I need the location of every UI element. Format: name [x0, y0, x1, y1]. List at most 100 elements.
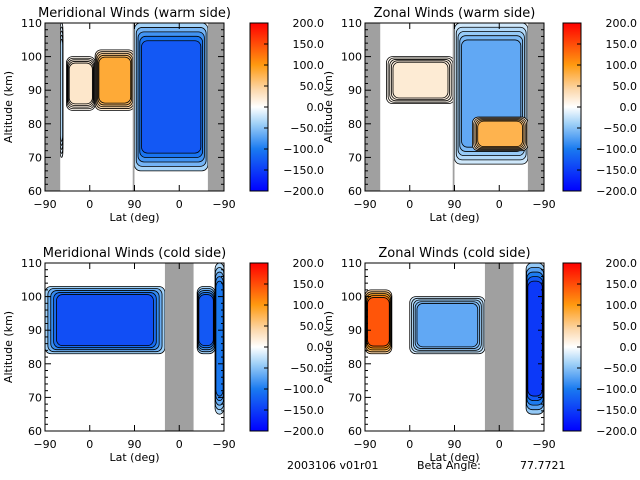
- y-tick-label: 80: [348, 358, 362, 371]
- no-data-band: [164, 263, 194, 431]
- colorbar-tick-label: 100.0: [293, 59, 325, 72]
- colorbar-tick-label: 50.0: [300, 320, 325, 333]
- no-data-band: [45, 23, 61, 191]
- y-axis-label: Altitude (km): [2, 71, 15, 143]
- contour-region: [68, 62, 93, 105]
- x-tick-label: 0: [86, 438, 93, 451]
- colorbar-tick-label: 100.0: [606, 299, 638, 312]
- y-tick-label: 110: [21, 257, 42, 270]
- colorbar-tick-label: −200.0: [283, 425, 324, 438]
- colorbar-tick-label: 0.0: [620, 101, 638, 114]
- colorbar-tick-label: 200.0: [606, 257, 638, 270]
- x-tick-label: −90: [353, 438, 376, 451]
- x-tick-label: 0: [86, 198, 93, 211]
- x-tick-label: 90: [448, 438, 462, 451]
- no-data-band: [452, 23, 455, 191]
- panel-title: Zonal Winds (warm side): [374, 6, 536, 21]
- colorbar-tick-label: 200.0: [293, 17, 325, 30]
- y-tick-label: 70: [28, 391, 42, 404]
- y-tick-label: 90: [28, 84, 42, 97]
- colorbar-tick-label: −50.0: [603, 122, 637, 135]
- contour-region: [367, 297, 390, 347]
- panel-2: Zonal Winds (warm side) 60 70 80 90 100 110 −90…: [322, 6, 637, 224]
- y-tick-label: 110: [341, 17, 362, 30]
- y-tick-label: 70: [28, 151, 42, 164]
- no-data-band: [484, 263, 514, 431]
- panel-1: Meridional Winds (warm side) 60 70 80 90 100 1…: [2, 6, 324, 224]
- y-tick-label: 110: [21, 17, 42, 30]
- colorbar-tick-label: −200.0: [283, 185, 324, 198]
- colorbar-tick-label: 150.0: [293, 38, 325, 51]
- x-tick-label: 0: [406, 198, 413, 211]
- colorbar-tick-label: 150.0: [293, 278, 325, 291]
- colorbar-tick-label: 0.0: [620, 341, 638, 354]
- x-tick-label: −90: [353, 198, 376, 211]
- colorbar-tick-label: −150.0: [596, 404, 637, 417]
- x-axis-label: Lat (deg): [430, 211, 480, 224]
- y-tick-label: 70: [348, 391, 362, 404]
- x-tick-label: 90: [448, 198, 462, 211]
- contour-region: [215, 280, 224, 397]
- y-tick-label: 110: [341, 257, 362, 270]
- colorbar-tick-label: 100.0: [606, 59, 638, 72]
- x-tick-label: −90: [33, 438, 56, 451]
- colorbar-tick-label: 50.0: [300, 80, 325, 93]
- colorbar-tick-label: 0.0: [307, 101, 325, 114]
- colorbar-tick-label: 200.0: [606, 17, 638, 30]
- beta-angle-value: 77.7721: [520, 459, 566, 472]
- y-axis-label: Altitude (km): [322, 71, 335, 143]
- contour-region: [477, 120, 523, 148]
- colorbar-tick-label: 0.0: [307, 341, 325, 354]
- colorbar-tick-label: −150.0: [283, 404, 324, 417]
- x-tick-label: 90: [128, 198, 142, 211]
- x-tick-label: 0: [406, 438, 413, 451]
- y-tick-label: 80: [28, 118, 42, 131]
- y-tick-label: 80: [28, 358, 42, 371]
- y-axis-label: Altitude (km): [322, 311, 335, 383]
- y-axis-label: Altitude (km): [2, 311, 15, 383]
- no-data-band: [527, 23, 544, 191]
- x-tick-label: −90: [212, 438, 235, 451]
- y-tick-label: 70: [348, 151, 362, 164]
- colorbar-tick-label: −200.0: [596, 425, 637, 438]
- colorbar-tick-label: 50.0: [613, 320, 638, 333]
- x-tick-label: −90: [33, 198, 56, 211]
- x-tick-label: 0: [176, 438, 183, 451]
- y-tick-label: 60: [348, 185, 362, 198]
- x-tick-label: −90: [532, 438, 555, 451]
- x-tick-label: −90: [212, 198, 235, 211]
- y-tick-label: 60: [348, 425, 362, 438]
- y-tick-label: 90: [348, 84, 362, 97]
- colorbar-tick-label: −150.0: [596, 164, 637, 177]
- x-tick-label: 0: [496, 438, 503, 451]
- colorbar-tick-label: −100.0: [283, 383, 324, 396]
- x-axis-label: Lat (deg): [110, 451, 160, 464]
- y-tick-label: 100: [21, 51, 42, 64]
- x-axis-label: Lat (deg): [110, 211, 160, 224]
- colorbar-tick-label: 50.0: [613, 80, 638, 93]
- colorbar-tick-label: −100.0: [596, 383, 637, 396]
- contour-region: [60, 38, 64, 142]
- panel-3: Meridional Winds (cold side) 60 70 80 90 100 1…: [2, 246, 324, 464]
- colorbar-tick-label: 150.0: [606, 278, 638, 291]
- y-tick-label: 100: [341, 51, 362, 64]
- colorbar-tick-label: 100.0: [293, 299, 325, 312]
- colorbar-tick-label: 150.0: [606, 38, 638, 51]
- x-tick-label: 0: [176, 198, 183, 211]
- beta-angle-label: Beta Angle:: [417, 459, 481, 472]
- y-tick-label: 100: [341, 291, 362, 304]
- panel-4: Zonal Winds (cold side) 60 70 80 90 100 110 −90…: [322, 246, 637, 464]
- y-tick-label: 80: [348, 118, 362, 131]
- y-tick-label: 60: [28, 425, 42, 438]
- colorbar-tick-label: 200.0: [293, 257, 325, 270]
- contour-region: [527, 280, 543, 397]
- contour-region: [198, 294, 214, 347]
- y-tick-label: 100: [21, 291, 42, 304]
- x-tick-label: 90: [128, 438, 142, 451]
- contour-region: [98, 56, 132, 104]
- colorbar-tick-label: −100.0: [596, 143, 637, 156]
- y-tick-label: 60: [28, 185, 42, 198]
- x-axis-label: Lat (deg): [430, 451, 480, 464]
- panel-title: Meridional Winds (cold side): [43, 246, 226, 261]
